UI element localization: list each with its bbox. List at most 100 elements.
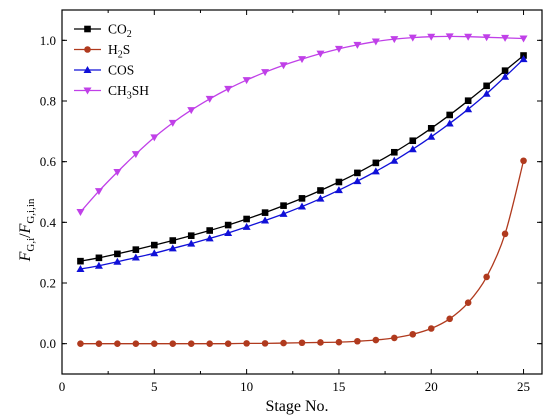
y-tick-label: 0.4 (40, 215, 57, 230)
y-tick-label: 0.8 (40, 94, 56, 109)
y-tick-label: 1.0 (40, 33, 56, 48)
series-h2s (77, 157, 527, 347)
data-point (335, 178, 343, 186)
data-point (77, 340, 84, 347)
data-point (242, 77, 251, 85)
data-point (316, 194, 325, 202)
legend-marker (84, 25, 91, 33)
data-point (316, 50, 325, 58)
data-point (168, 244, 177, 252)
x-tick-label: 15 (332, 379, 345, 394)
legend-entry: H2S (74, 42, 130, 61)
series-ch3sh (76, 33, 528, 217)
data-point (482, 89, 491, 97)
legend-label-subscript: 2 (127, 29, 132, 40)
data-point (482, 34, 491, 42)
plot-area (76, 33, 528, 347)
data-point (169, 237, 177, 244)
data-point (224, 85, 233, 93)
data-point (243, 215, 250, 223)
x-tick-label: 0 (59, 379, 66, 394)
legend-marker (84, 46, 91, 53)
data-point (242, 222, 251, 230)
data-point (187, 340, 195, 347)
legend-entry: CH3SH (74, 83, 149, 102)
data-point (353, 177, 362, 185)
data-point (520, 157, 527, 165)
data-point (317, 187, 324, 194)
data-point (501, 230, 509, 238)
legend-label-tail: S (123, 42, 131, 57)
data-point (501, 34, 510, 42)
data-point (76, 209, 85, 217)
x-tick-label: 25 (517, 379, 530, 394)
legend-label-main: COS (108, 63, 134, 78)
legend-label-tail: SH (132, 83, 150, 98)
data-point (371, 38, 380, 46)
y-tick-label: 0.0 (40, 336, 56, 351)
data-point (372, 159, 380, 167)
axes: 0 5 10 15 20 25 0.0 0.2 0.4 0.6 0.8 1.0 (40, 9, 543, 394)
data-point (224, 340, 232, 347)
data-point (519, 55, 528, 63)
legend-label-subscript: 3 (127, 91, 132, 102)
data-point (261, 69, 270, 77)
data-point (519, 35, 528, 43)
data-point (243, 340, 250, 347)
data-point (354, 169, 361, 177)
data-point (131, 253, 140, 261)
data-point (371, 167, 380, 175)
data-point (76, 265, 85, 273)
data-point (334, 186, 343, 194)
data-point (114, 340, 121, 347)
data-point (150, 134, 159, 142)
data-point (390, 156, 399, 164)
data-point (224, 228, 233, 236)
data-point (445, 33, 454, 41)
data-point (132, 340, 140, 347)
data-point (298, 195, 306, 202)
data-point (409, 330, 417, 338)
data-point (114, 250, 121, 258)
data-point (464, 299, 472, 307)
data-point (113, 168, 122, 176)
data-point (95, 254, 103, 262)
data-point (77, 257, 84, 265)
legend-label: CH3SH (108, 83, 149, 102)
data-point (95, 340, 103, 347)
data-point (298, 202, 306, 210)
data-point (483, 273, 490, 281)
data-point (464, 97, 472, 104)
data-point (408, 34, 417, 42)
data-point (354, 337, 361, 345)
data-point (446, 111, 453, 119)
data-point (298, 339, 306, 347)
data-point (132, 246, 140, 253)
data-point (280, 202, 287, 209)
data-point (94, 261, 103, 269)
legend-entry: COS (74, 63, 134, 78)
data-point (464, 33, 473, 41)
data-point (169, 340, 177, 347)
data-point (427, 33, 436, 41)
data-point (150, 249, 159, 257)
legend-label: COS (108, 63, 134, 78)
data-point (501, 72, 510, 80)
data-point (187, 239, 196, 247)
data-point (187, 107, 196, 115)
plot-frame (61, 9, 543, 375)
legend-label-main: CH (108, 83, 127, 98)
legend-label: H2S (108, 42, 130, 61)
data-point (113, 257, 122, 265)
data-point (168, 119, 177, 127)
series-co2 (77, 52, 527, 265)
data-point (187, 232, 195, 239)
data-point (151, 340, 158, 347)
data-point (279, 62, 288, 70)
data-point (353, 41, 362, 49)
data-point (408, 145, 417, 153)
data-point (317, 339, 324, 346)
data-point (279, 209, 288, 217)
